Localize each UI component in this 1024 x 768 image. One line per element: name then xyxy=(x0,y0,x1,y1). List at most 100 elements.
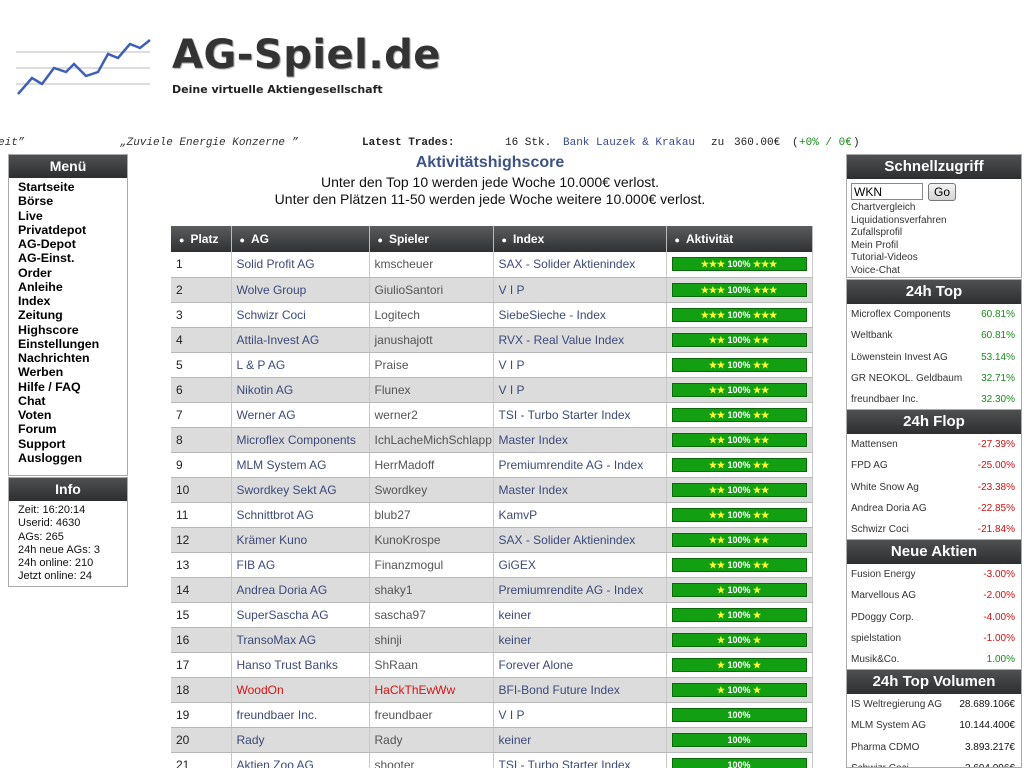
cell-player-link[interactable]: KunoKrospe xyxy=(369,527,494,553)
menu-item[interactable]: Ausloggen xyxy=(18,450,83,465)
stat-item[interactable]: Pharma CDMO 3.893.217€ xyxy=(851,737,1017,758)
quick-link[interactable]: Liquidationsverfahren xyxy=(851,214,947,226)
cell-index-link[interactable]: SAX - Solider Aktienindex xyxy=(493,527,667,553)
stat-item[interactable]: PDoggy Corp. -4.00% xyxy=(851,607,1017,628)
cell-ag-link[interactable]: Werner AG xyxy=(231,402,370,428)
cell-player-link[interactable]: shooter xyxy=(369,752,494,768)
cell-ag-link[interactable]: Wolve Group xyxy=(231,277,370,303)
menu-item[interactable]: Voten xyxy=(18,408,52,422)
cell-player-link[interactable]: HerrMadoff xyxy=(369,452,494,478)
wkn-search-input[interactable] xyxy=(851,183,923,200)
cell-ag-link[interactable]: Solid Profit AG xyxy=(231,252,370,278)
cell-ag-link[interactable]: Schnittbrot AG xyxy=(231,502,370,528)
cell-index-link[interactable]: TSI - Turbo Starter Index xyxy=(493,402,667,428)
cell-ag-link[interactable]: L & P AG xyxy=(231,352,370,378)
menu-item[interactable]: Chat xyxy=(18,393,46,408)
cell-player-link[interactable]: janushajott xyxy=(369,327,494,353)
menu-item[interactable]: Privatdepot xyxy=(18,222,87,237)
cell-player-link[interactable]: kmscheuer xyxy=(369,252,494,278)
cell-index-link[interactable]: V I P xyxy=(493,377,667,403)
cell-player-link[interactable]: shinji xyxy=(369,627,494,653)
stat-item[interactable]: Microflex Components 60.81% xyxy=(851,304,1017,325)
menu-item[interactable]: Werben xyxy=(18,365,64,380)
quick-link[interactable]: Voice-Chat xyxy=(851,264,900,276)
stat-item[interactable]: Musik&Co. 1.00% xyxy=(851,649,1017,670)
stat-item[interactable]: Marvellous AG -2.00% xyxy=(851,585,1017,606)
cell-player-link[interactable]: GiulioSantori xyxy=(369,277,494,303)
cell-index-link[interactable]: TSI - Turbo Starter Index xyxy=(493,752,667,768)
cell-ag-link[interactable]: SuperSascha AG xyxy=(231,602,370,628)
cell-index-link[interactable]: V I P xyxy=(493,352,667,378)
cell-index-link[interactable]: BFI-Bond Future Index xyxy=(493,677,667,703)
cell-index-link[interactable]: Premiumrendite AG - Index xyxy=(493,577,667,603)
quick-link[interactable]: Chartvergleich xyxy=(851,202,916,213)
site-title[interactable]: AG-Spiel.de xyxy=(172,32,441,78)
cell-index-link[interactable]: Premiumrendite AG - Index xyxy=(493,452,667,478)
cell-ag-link[interactable]: Andrea Doria AG xyxy=(231,577,370,603)
cell-ag-link[interactable]: freundbaer Inc. xyxy=(231,702,370,728)
menu-item[interactable]: AG-Einst. xyxy=(18,251,75,266)
cell-ag-link[interactable]: Nikotin AG xyxy=(231,377,370,403)
cell-ag-link[interactable]: Aktien Zoo AG xyxy=(231,752,370,768)
menu-item[interactable]: Index xyxy=(18,294,51,308)
cell-player-link[interactable]: Swordkey xyxy=(369,477,494,503)
cell-index-link[interactable]: RVX - Real Value Index xyxy=(493,327,667,353)
menu-item[interactable]: Startseite xyxy=(18,180,75,194)
cell-player-link[interactable]: HaCkThEwWw xyxy=(369,677,494,703)
stat-item[interactable]: IS Weltregierung AG 28.689.106€ xyxy=(851,694,1017,715)
menu-item[interactable]: Einstellungen xyxy=(18,336,100,351)
cell-player-link[interactable]: werner2 xyxy=(369,402,494,428)
column-header-aktivitaet[interactable]: ● Aktivität xyxy=(666,226,813,252)
menu-item[interactable]: AG-Depot xyxy=(18,237,76,251)
cell-ag-link[interactable]: MLM System AG xyxy=(231,452,370,478)
cell-index-link[interactable]: V I P xyxy=(493,277,667,303)
menu-item[interactable]: Forum xyxy=(18,422,57,437)
quick-link[interactable]: Tutorial-Videos xyxy=(851,252,918,263)
cell-ag-link[interactable]: Krämer Kuno xyxy=(231,527,370,553)
stat-item[interactable]: spielstation -1.00% xyxy=(851,628,1017,649)
cell-ag-link[interactable]: Swordkey Sekt AG xyxy=(231,477,370,503)
stat-item[interactable]: Mattensen -27.39% xyxy=(851,434,1017,455)
menu-item[interactable]: Anleihe xyxy=(18,279,63,294)
cell-player-link[interactable]: Praise xyxy=(369,352,494,378)
cell-player-link[interactable]: Flunex xyxy=(369,377,494,403)
cell-ag-link[interactable]: Microflex Components xyxy=(231,427,370,453)
cell-index-link[interactable]: keiner xyxy=(493,627,667,653)
cell-index-link[interactable]: V I P xyxy=(493,702,667,728)
cell-index-link[interactable]: keiner xyxy=(493,727,667,753)
menu-item[interactable]: Hilfe / FAQ xyxy=(18,379,81,394)
menu-item[interactable]: Zeitung xyxy=(18,308,63,323)
cell-index-link[interactable]: Master Index xyxy=(493,477,667,503)
quick-link[interactable]: Mein Profil xyxy=(851,239,899,251)
go-button[interactable]: Go xyxy=(928,183,956,201)
cell-ag-link[interactable]: Attila-Invest AG xyxy=(231,327,370,353)
cell-index-link[interactable]: SAX - Solider Aktienindex xyxy=(493,252,667,278)
cell-ag-link[interactable]: Schwizr Coci xyxy=(231,302,370,328)
menu-item[interactable]: Börse xyxy=(18,194,54,209)
quick-link[interactable]: Zufallsprofil xyxy=(851,227,903,238)
cell-player-link[interactable]: shaky1 xyxy=(369,577,494,603)
cell-ag-link[interactable]: Rady xyxy=(231,727,370,753)
menu-item[interactable]: Order xyxy=(18,265,52,280)
cell-player-link[interactable]: ShRaan xyxy=(369,652,494,678)
cell-player-link[interactable]: Finanzmogul xyxy=(369,552,494,578)
stat-item[interactable]: FPD AG -25.00% xyxy=(851,455,1017,476)
stat-item[interactable]: Löwenstein Invest AG 53.14% xyxy=(851,347,1017,368)
stat-item[interactable]: freundbaer Inc. 32.30% xyxy=(851,389,1017,410)
stat-item[interactable]: Andrea Doria AG -22.85% xyxy=(851,498,1017,519)
ticker-news-quote[interactable]: „Zuviele Energie Konzerne ” xyxy=(120,137,299,149)
column-header-spieler[interactable]: ● Spieler xyxy=(369,226,494,252)
cell-player-link[interactable]: Logitech xyxy=(369,302,494,328)
cell-index-link[interactable]: KamvP xyxy=(493,502,667,528)
stat-item[interactable]: MLM System AG 10.144.400€ xyxy=(851,715,1017,736)
cell-ag-link[interactable]: TransoMax AG xyxy=(231,627,370,653)
stat-item[interactable]: Schwizr Coci -21.84% xyxy=(851,519,1017,540)
stat-item[interactable]: Fusion Energy -3.00% xyxy=(851,564,1017,585)
stat-item[interactable]: Weltbank 60.81% xyxy=(851,325,1017,346)
cell-index-link[interactable]: GiGEX xyxy=(493,552,667,578)
menu-item[interactable]: Highscore xyxy=(18,322,79,337)
stat-item[interactable]: Schwizr Coci 3.694.096€ xyxy=(851,758,1017,767)
cell-player-link[interactable]: IchLacheMichSchlapp xyxy=(369,427,494,453)
column-header-index[interactable]: ● Index xyxy=(493,226,667,252)
menu-item[interactable]: Nachrichten xyxy=(18,351,90,365)
